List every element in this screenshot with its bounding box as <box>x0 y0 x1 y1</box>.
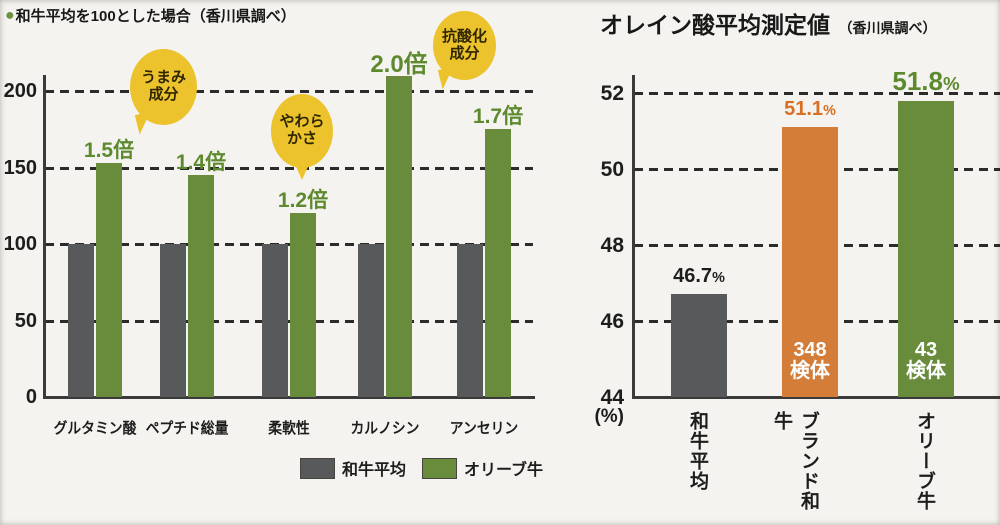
bar-wagyu-average-4 <box>457 244 483 397</box>
sample-count-line: 348 <box>793 339 827 361</box>
right-y-axis <box>632 75 635 399</box>
bar-olive-beef-3 <box>386 75 412 397</box>
right-y-axis-unit: (%) <box>594 406 624 427</box>
bar-wagyu-average-0 <box>68 244 94 397</box>
left-gridline-50 <box>45 319 533 323</box>
bar-olive-beef-2 <box>290 213 316 397</box>
right-y-tick-52: 52 <box>600 82 624 105</box>
left-x-axis <box>43 396 535 399</box>
oleic-value-label-1: 51.1% <box>750 98 870 121</box>
oleic-value-label-2: 51.8% <box>866 66 986 97</box>
annotation-bubble-0: うまみ 成分 <box>130 49 197 125</box>
annotation-bubble-line: 成分 <box>449 44 480 62</box>
left-x-label-3: カルノシン <box>350 420 420 437</box>
left-y-tick-150: 150 <box>3 156 37 179</box>
right-x-label-1: ブランド和牛 <box>771 411 819 511</box>
left-chart-title: ● 和牛平均を100とした場合（香川県調べ） <box>5 5 296 26</box>
right-chart-title-text: オレイン酸平均測定値 <box>600 12 830 38</box>
oleic-value-number: 46.7 <box>673 265 713 288</box>
sample-count-line: 43 <box>914 339 938 361</box>
multiplier-label-3: 2.0倍 <box>370 50 428 78</box>
bar-wagyu-average-3 <box>358 244 384 397</box>
right-x-label-0: 和牛平均 <box>687 411 708 491</box>
left-y-tick-100: 100 <box>3 233 37 255</box>
annotation-bubble-2: 抗酸化 成分 <box>433 11 496 80</box>
right-y-tick-50: 50 <box>600 158 624 181</box>
annotation-bubble-tail-1 <box>294 162 310 180</box>
left-y-tick-50: 50 <box>14 309 37 332</box>
bar-olive-beef-0 <box>96 162 122 397</box>
oleic-value-unit: % <box>712 270 725 287</box>
right-x-axis <box>632 396 1000 399</box>
left-x-label-1: ペプチド総量 <box>145 420 229 437</box>
oleic-value-unit: % <box>823 103 836 120</box>
left-y-tick-200: 200 <box>3 80 37 102</box>
bar-olive-beef-1 <box>188 175 214 397</box>
legend-label-wagyu-average: 和牛平均 <box>342 462 407 479</box>
annotation-bubble-line: うまみ <box>140 69 186 87</box>
right-gridline-52 <box>634 92 1000 95</box>
left-x-label-2: 柔軟性 <box>268 420 310 437</box>
multiplier-label-0: 1.5倍 <box>83 138 135 162</box>
legend-swatch-olive-beef <box>422 457 458 479</box>
right-y-tick-48: 48 <box>600 234 624 257</box>
multiplier-label-4: 1.7倍 <box>472 105 524 129</box>
multiplier-label-1: 1.4倍 <box>175 151 227 175</box>
left-gridline-100 <box>45 243 533 246</box>
bar-oleic-0 <box>671 294 727 397</box>
right-chart-subtitle: （香川県調べ） <box>838 20 937 36</box>
annotation-bubble-line: 抗酸化 <box>441 27 487 45</box>
left-y-tick-0: 0 <box>25 386 37 408</box>
oleic-value-number: 51.1 <box>784 98 824 121</box>
multiplier-label-2: 1.2倍 <box>277 189 329 213</box>
oleic-value-unit: % <box>942 72 960 94</box>
bar-wagyu-average-1 <box>160 244 186 397</box>
sample-count-line: 検体 <box>906 360 946 382</box>
right-x-label-2: オリーブ牛 <box>914 411 935 511</box>
annotation-bubble-line: やわら <box>279 113 325 131</box>
oleic-value-number: 51.8 <box>892 65 943 96</box>
annotation-bubble-line: 成分 <box>148 86 179 103</box>
left-gridline-200 <box>45 90 533 93</box>
bar-olive-beef-4 <box>485 129 511 397</box>
legend-swatch-wagyu-average <box>300 457 335 479</box>
left-y-axis <box>43 75 46 399</box>
left-x-label-0: グルタミン酸 <box>53 420 137 437</box>
right-chart-title: オレイン酸平均測定値 （香川県調べ） <box>600 6 936 40</box>
chart-legend: 和牛平均 オリーブ牛 <box>300 456 543 480</box>
bar-oleic-2 <box>898 100 954 397</box>
sample-count-label-2: 43 検体 <box>898 340 954 382</box>
right-y-tick-46: 46 <box>600 310 624 333</box>
annotation-bubble-line: かさ <box>286 130 317 147</box>
sample-count-label-1: 348 検体 <box>782 340 838 382</box>
left-x-label-4: アンセリン <box>449 420 519 437</box>
annotation-bubble-1: やわら かさ <box>271 94 333 168</box>
sample-count-line: 検体 <box>790 360 830 382</box>
legend-label-olive-beef: オリーブ牛 <box>464 462 544 479</box>
bar-oleic-1 <box>782 127 838 397</box>
left-chart-title-text: 和牛平均を100とした場合（香川県調べ） <box>15 8 296 25</box>
left-gridline-150 <box>45 166 533 170</box>
green-bullet-icon: ● <box>5 6 15 24</box>
right-y-tick-44: 44 <box>600 386 624 409</box>
bar-wagyu-average-2 <box>262 244 288 397</box>
oleic-value-label-0: 46.7% <box>639 265 759 288</box>
